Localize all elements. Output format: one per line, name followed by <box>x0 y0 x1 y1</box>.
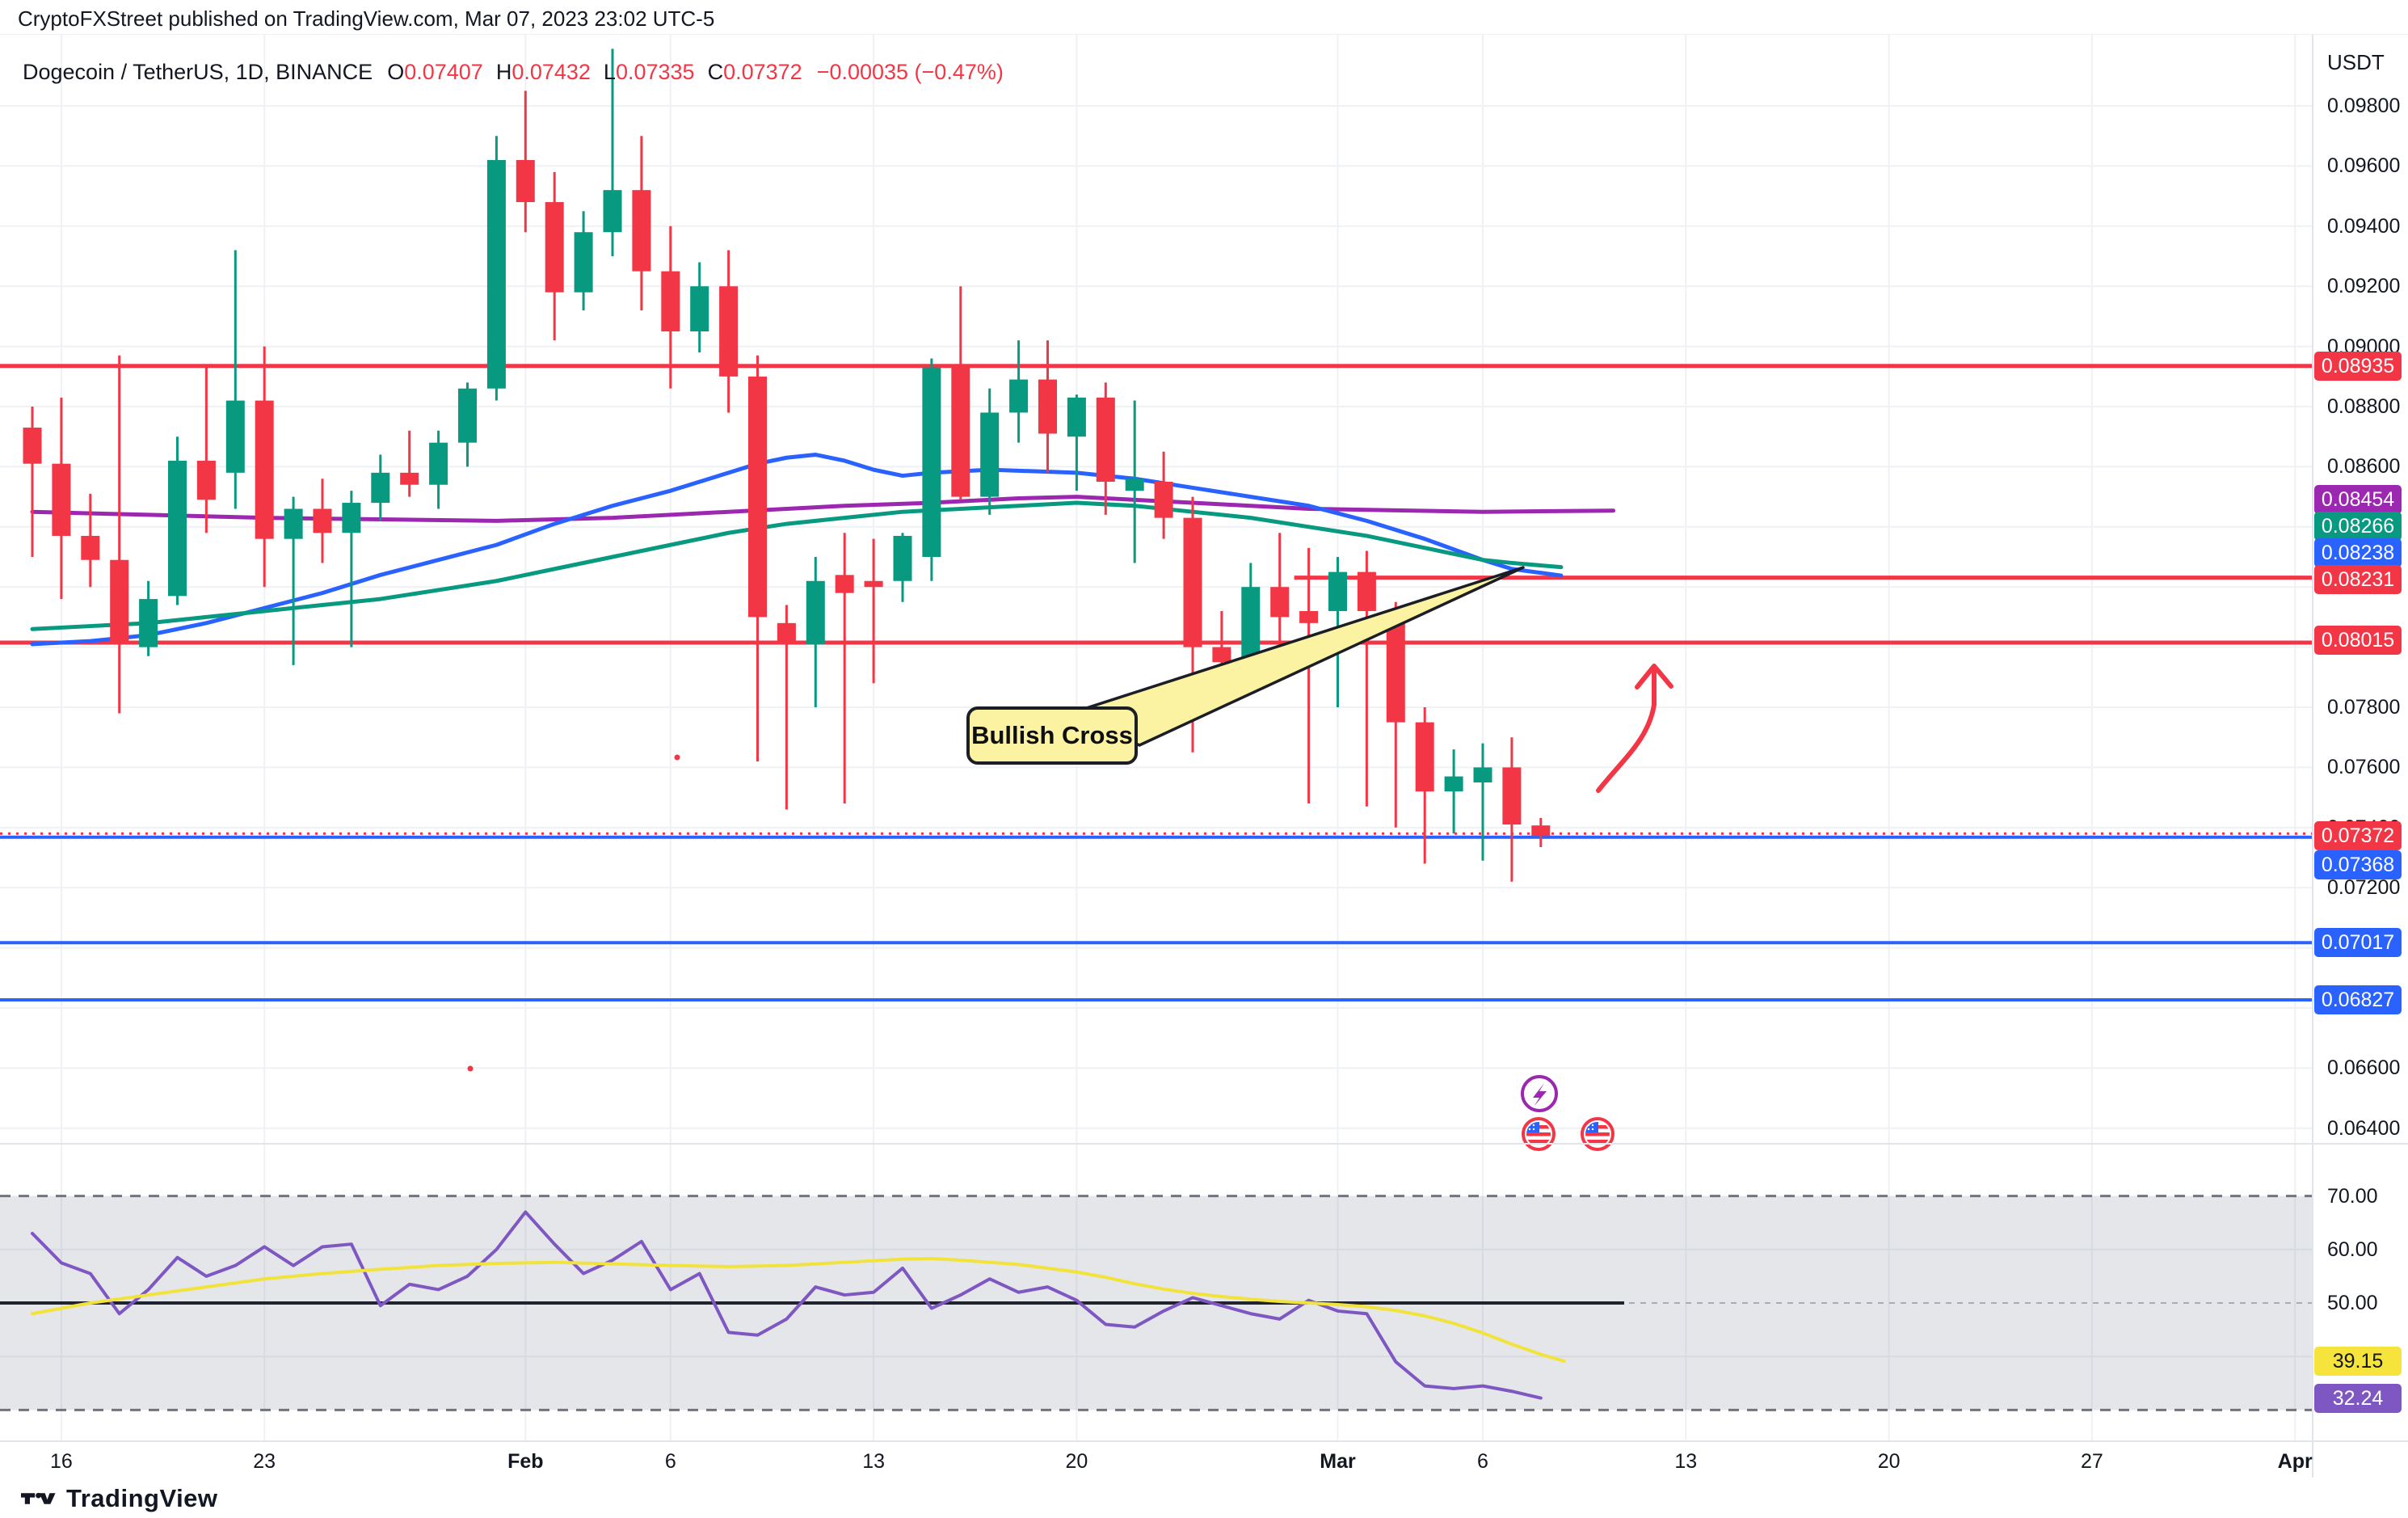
logo-text[interactable]: TradingView <box>66 1484 218 1512</box>
price-label-0.08231: 0.08231 <box>2314 565 2402 594</box>
bullish-cross-label: Bullish Cross <box>971 721 1133 749</box>
tradingview-logo-icon[interactable] <box>21 1482 57 1515</box>
price-label-0.08238: 0.08238 <box>2314 538 2402 567</box>
price-label-0.08454: 0.08454 <box>2314 485 2402 514</box>
time-tick-Mar[interactable]: Mar <box>1320 1450 1356 1473</box>
time-tick-20[interactable]: 20 <box>1065 1450 1088 1473</box>
price-label-39.15: 39.15 <box>2314 1347 2402 1376</box>
publish-note: CryptoFXStreet published on TradingView.… <box>18 6 715 31</box>
price-tick-0.07200: 0.07200 <box>2327 876 2401 900</box>
legend-o-value: O0.07407 <box>387 60 483 84</box>
time-tick-13[interactable]: 13 <box>862 1450 885 1473</box>
us-flag-event-icon <box>1581 1117 1614 1151</box>
us-flag-event-icon <box>1522 1117 1556 1151</box>
legend-change: −0.00035 (−0.47%) <box>816 60 1004 84</box>
price-label-32.24: 32.24 <box>2314 1384 2402 1413</box>
time-tick-Apr[interactable]: Apr <box>2277 1450 2313 1473</box>
footer: TradingView <box>21 1482 218 1515</box>
legend-h-value: H0.07432 <box>495 60 591 84</box>
lightning-event-icon <box>1521 1075 1558 1112</box>
rsi-tick-60.00: 60.00 <box>2327 1238 2378 1261</box>
time-tick-16[interactable]: 16 <box>49 1450 73 1473</box>
price-tick-0.09400: 0.09400 <box>2327 214 2401 238</box>
time-tick-23[interactable]: 23 <box>253 1450 276 1473</box>
price-label-0.08935: 0.08935 <box>2314 352 2402 381</box>
legend-l-value: L0.07335 <box>603 60 695 84</box>
rsi-tick-50.00: 50.00 <box>2327 1292 2378 1314</box>
time-tick-13[interactable]: 13 <box>1674 1450 1698 1473</box>
time-tick-27[interactable]: 27 <box>2080 1450 2103 1473</box>
price-label-0.07368: 0.07368 <box>2314 850 2402 879</box>
price-tick-0.08800: 0.08800 <box>2327 395 2401 418</box>
legend-c-value: C0.07372 <box>707 60 802 84</box>
rsi-tick-70.00: 70.00 <box>2327 1184 2378 1208</box>
price-tick-0.09800: 0.09800 <box>2327 95 2401 117</box>
price-tick-0.06400: 0.06400 <box>2327 1116 2401 1140</box>
time-tick-6[interactable]: 6 <box>664 1450 676 1473</box>
price-label-0.08266: 0.08266 <box>2314 512 2402 541</box>
bullish-cross-callout[interactable]: Bullish Cross <box>966 706 1138 765</box>
price-label-0.06827: 0.06827 <box>2314 985 2402 1014</box>
price-tick-0.08600: 0.08600 <box>2327 455 2401 479</box>
axis-currency-label[interactable]: USDT <box>2327 50 2385 74</box>
price-label-0.08015: 0.08015 <box>2314 626 2402 655</box>
time-tick-20[interactable]: 20 <box>1877 1450 1901 1473</box>
time-tick-6[interactable]: 6 <box>1477 1450 1488 1473</box>
symbol-title[interactable]: Dogecoin / TetherUS, 1D, BINANCE <box>23 60 373 84</box>
price-tick-0.09600: 0.09600 <box>2327 154 2401 178</box>
symbol-legend[interactable]: Dogecoin / TetherUS, 1D, BINANCE O0.0740… <box>23 60 1004 85</box>
price-label-0.07372: 0.07372 <box>2314 821 2402 850</box>
header-bar: CryptoFXStreet published on TradingView.… <box>0 0 2408 34</box>
price-tick-0.07600: 0.07600 <box>2327 756 2401 779</box>
time-tick-Feb[interactable]: Feb <box>507 1450 544 1473</box>
legend-ohlc-values: O0.07407 H0.07432 L0.07335 C0.07372 <box>387 60 802 85</box>
price-tick-0.06600: 0.06600 <box>2327 1056 2401 1080</box>
price-tick-0.09200: 0.09200 <box>2327 275 2401 298</box>
price-tick-0.07800: 0.07800 <box>2327 696 2401 719</box>
price-label-0.07017: 0.07017 <box>2314 928 2402 957</box>
